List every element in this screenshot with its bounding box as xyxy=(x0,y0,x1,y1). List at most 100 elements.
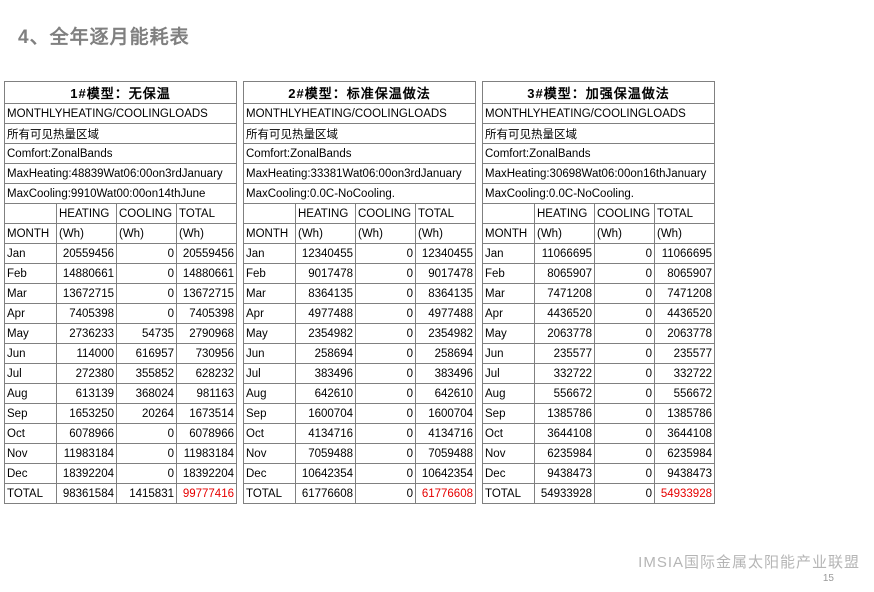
cooling-cell: 0 xyxy=(356,244,416,264)
table-row: May206377802063778 xyxy=(483,324,715,344)
total-label: TOTAL xyxy=(5,484,57,504)
total-cell: 4134716 xyxy=(416,424,476,444)
total-c: 1415831 xyxy=(117,484,177,504)
heating-cell: 1653250 xyxy=(57,404,117,424)
cooling-cell: 20264 xyxy=(117,404,177,424)
month-cell: Apr xyxy=(244,304,296,324)
heating-cell: 332722 xyxy=(535,364,595,384)
table3-comfort: Comfort:ZonalBands xyxy=(483,144,715,164)
cooling-cell: 355852 xyxy=(117,364,177,384)
table-row: Oct413471604134716 xyxy=(244,424,476,444)
table-row: Feb806590708065907 xyxy=(483,264,715,284)
month-cell: Sep xyxy=(5,404,57,424)
month-cell: Jan xyxy=(5,244,57,264)
unit: (Wh) xyxy=(535,224,595,244)
unit: (Wh) xyxy=(595,224,655,244)
unit: (Wh) xyxy=(655,224,715,244)
table3-loads: MONTHLYHEATING/COOLINGLOADS xyxy=(483,104,715,124)
heating-cell: 3644108 xyxy=(535,424,595,444)
cooling-cell: 0 xyxy=(356,404,416,424)
table3-total-row: TOTAL 54933928 0 54933928 xyxy=(483,484,715,504)
cooling-cell: 0 xyxy=(117,444,177,464)
total-cell: 7059488 xyxy=(416,444,476,464)
total-cell: 258694 xyxy=(416,344,476,364)
cooling-cell: 0 xyxy=(595,324,655,344)
heating-cell: 642610 xyxy=(296,384,356,404)
month-cell: Apr xyxy=(483,304,535,324)
table-row: Feb14880661014880661 xyxy=(5,264,237,284)
total-cell: 4436520 xyxy=(655,304,715,324)
total-cell: 9438473 xyxy=(655,464,715,484)
month-cell: Aug xyxy=(244,384,296,404)
table-row: Jan11066695011066695 xyxy=(483,244,715,264)
cooling-cell: 0 xyxy=(595,264,655,284)
heating-cell: 9438473 xyxy=(535,464,595,484)
month-cell: May xyxy=(483,324,535,344)
table1-loads: MONTHLYHEATING/COOLINGLOADS xyxy=(5,104,237,124)
total-cell: 9017478 xyxy=(416,264,476,284)
cooling-cell: 0 xyxy=(595,244,655,264)
cooling-cell: 0 xyxy=(356,284,416,304)
total-cell: 6235984 xyxy=(655,444,715,464)
total-c: 0 xyxy=(595,484,655,504)
heating-cell: 6235984 xyxy=(535,444,595,464)
table-row: Feb901747809017478 xyxy=(244,264,476,284)
table-row: Apr497748804977488 xyxy=(244,304,476,324)
cooling-cell: 0 xyxy=(595,404,655,424)
table1-maxheat: MaxHeating:48839Wat06:00on3rdJanuary xyxy=(5,164,237,184)
table3-maxheat: MaxHeating:30698Wat06:00on16thJanuary xyxy=(483,164,715,184)
table-row: Jun114000616957730956 xyxy=(5,344,237,364)
total-cell: 12340455 xyxy=(416,244,476,264)
heating-cell: 114000 xyxy=(57,344,117,364)
heating-cell: 6078966 xyxy=(57,424,117,444)
heating-cell: 7405398 xyxy=(57,304,117,324)
total-cell: 628232 xyxy=(177,364,237,384)
heating-cell: 8364135 xyxy=(296,284,356,304)
total-cell: 8065907 xyxy=(655,264,715,284)
table-row: Nov11983184011983184 xyxy=(5,444,237,464)
total-cell: 18392204 xyxy=(177,464,237,484)
heating-cell: 4977488 xyxy=(296,304,356,324)
table1-header: 1#模型：无保温 xyxy=(5,82,237,104)
table-row: Oct364410803644108 xyxy=(483,424,715,444)
total-cell: 14880661 xyxy=(177,264,237,284)
col-month xyxy=(5,204,57,224)
col-total: TOTAL xyxy=(416,204,476,224)
table2-maxcool: MaxCooling:0.0C-NoCooling. xyxy=(244,184,476,204)
month-cell: Jan xyxy=(483,244,535,264)
heating-cell: 1385786 xyxy=(535,404,595,424)
heating-cell: 258694 xyxy=(296,344,356,364)
total-cell: 2063778 xyxy=(655,324,715,344)
total-cell: 7405398 xyxy=(177,304,237,324)
total-t: 61776608 xyxy=(416,484,476,504)
heating-cell: 613139 xyxy=(57,384,117,404)
col-total: TOTAL xyxy=(177,204,237,224)
total-cell: 1600704 xyxy=(416,404,476,424)
total-h: 54933928 xyxy=(535,484,595,504)
col-month-label: MONTH xyxy=(5,224,57,244)
total-cell: 642610 xyxy=(416,384,476,404)
cooling-cell: 0 xyxy=(595,304,655,324)
month-cell: Nov xyxy=(244,444,296,464)
heating-cell: 9017478 xyxy=(296,264,356,284)
cooling-cell: 0 xyxy=(356,344,416,364)
total-cell: 11066695 xyxy=(655,244,715,264)
table-row: Jul272380355852628232 xyxy=(5,364,237,384)
cooling-cell: 616957 xyxy=(117,344,177,364)
total-cell: 13672715 xyxy=(177,284,237,304)
table-row: Jul3327220332722 xyxy=(483,364,715,384)
cooling-cell: 0 xyxy=(356,324,416,344)
model-table-2: 2#模型：标准保温做法 MONTHLYHEATING/COOLINGLOADS … xyxy=(243,81,476,504)
month-cell: Sep xyxy=(483,404,535,424)
table-row: Dec943847309438473 xyxy=(483,464,715,484)
col-heating: HEATING xyxy=(296,204,356,224)
total-cell: 235577 xyxy=(655,344,715,364)
cooling-cell: 0 xyxy=(117,424,177,444)
heating-cell: 14880661 xyxy=(57,264,117,284)
watermark-text: IMSIA国际金属太阳能产业联盟 xyxy=(638,551,860,572)
total-cell: 1385786 xyxy=(655,404,715,424)
cooling-cell: 0 xyxy=(356,444,416,464)
tables-container: 1#模型：无保温 MONTHLYHEATING/COOLINGLOADS 所有可… xyxy=(0,49,874,504)
col-month-label: MONTH xyxy=(244,224,296,244)
cooling-cell: 0 xyxy=(595,384,655,404)
